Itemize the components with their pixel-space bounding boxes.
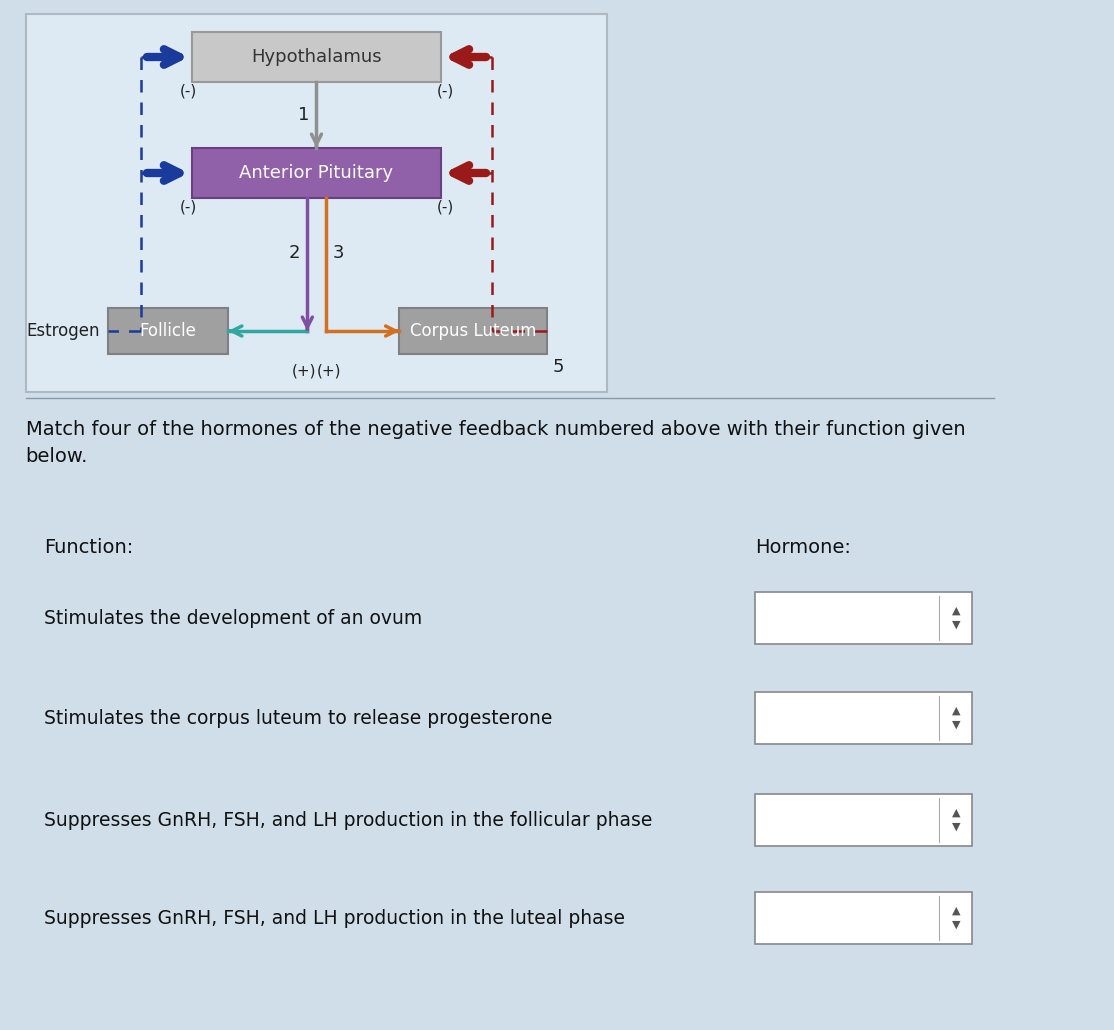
Bar (192, 148, 441, 198)
Bar (755, 592, 973, 644)
Text: (-): (-) (179, 200, 196, 215)
Text: ▲: ▲ (951, 808, 960, 818)
Text: (+): (+) (317, 364, 342, 379)
Text: Stimulates the corpus luteum to release progesterone: Stimulates the corpus luteum to release … (43, 709, 553, 727)
Text: ▲: ▲ (951, 706, 960, 716)
Bar (108, 308, 228, 354)
Text: Corpus Luteum: Corpus Luteum (410, 322, 537, 340)
Bar (755, 892, 973, 945)
Text: Estrogen: Estrogen (27, 322, 100, 340)
Text: ▼: ▼ (951, 822, 960, 832)
Text: (-): (-) (437, 84, 453, 99)
Text: ▼: ▼ (951, 920, 960, 930)
Text: ▼: ▼ (951, 620, 960, 630)
Bar (755, 692, 973, 744)
Text: Function:: Function: (43, 538, 133, 557)
Text: ▼: ▼ (951, 720, 960, 730)
Text: 2: 2 (289, 244, 301, 262)
Text: Stimulates the development of an ovum: Stimulates the development of an ovum (43, 609, 422, 627)
Text: Suppresses GnRH, FSH, and LH production in the follicular phase: Suppresses GnRH, FSH, and LH production … (43, 811, 652, 829)
Bar (192, 32, 441, 82)
Text: Follicle: Follicle (139, 322, 196, 340)
Text: Hypothalamus: Hypothalamus (251, 48, 382, 66)
Text: Match four of the hormones of the negative feedback numbered above with their fu: Match four of the hormones of the negati… (26, 420, 965, 466)
Text: 5: 5 (553, 358, 564, 376)
Text: 3: 3 (333, 244, 344, 262)
Bar (26, 14, 607, 392)
Bar (755, 794, 973, 846)
Bar (400, 308, 547, 354)
Text: ▲: ▲ (951, 606, 960, 616)
Text: (-): (-) (179, 84, 196, 99)
Text: (+): (+) (292, 364, 316, 379)
Text: (-): (-) (437, 200, 453, 215)
Text: Anterior Pituitary: Anterior Pituitary (240, 164, 393, 182)
Text: Suppresses GnRH, FSH, and LH production in the luteal phase: Suppresses GnRH, FSH, and LH production … (43, 908, 625, 927)
Text: 1: 1 (299, 106, 310, 124)
Text: ▲: ▲ (951, 906, 960, 916)
Text: Hormone:: Hormone: (755, 538, 851, 557)
